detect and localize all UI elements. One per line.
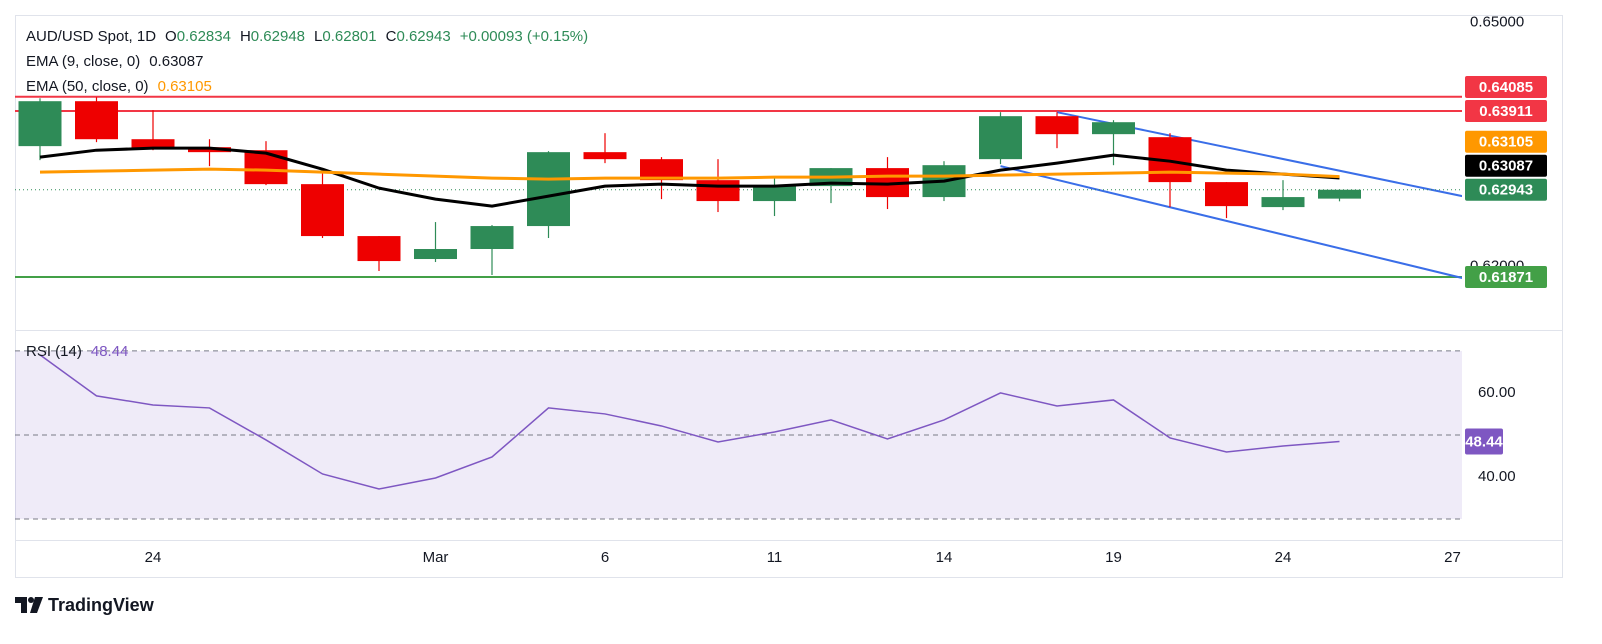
logo-mark <box>30 597 43 613</box>
price-label: 0.64085 <box>1479 79 1533 96</box>
x-tick-label: 24 <box>145 549 162 566</box>
candle-body <box>640 159 683 181</box>
ohlc-key: C <box>386 28 397 45</box>
brand-logo: TradingView <box>15 595 155 615</box>
low-value: 0.62801 <box>322 28 376 45</box>
x-tick-label: Mar <box>423 549 449 566</box>
candle-body <box>696 180 740 202</box>
rsi-line <box>39 354 1340 490</box>
candle-body <box>583 152 627 160</box>
rsi-label: 48.44 <box>1465 433 1503 450</box>
price-label-bg <box>1465 178 1547 201</box>
logo-mark <box>15 597 27 613</box>
legend-value: 48.44 <box>91 343 129 360</box>
symbol: AUD/USD Spot, 1D <box>26 28 156 45</box>
legend-name: EMA (9, close, 0) <box>26 53 140 70</box>
rsi-pane <box>15 350 1462 520</box>
y-tick-label: 0.65000 <box>1470 13 1524 30</box>
candle-body <box>301 184 344 237</box>
x-tick-label: 6 <box>601 549 609 566</box>
candle-body <box>470 226 514 250</box>
price-label-bg <box>1465 99 1547 122</box>
price-label: 0.61871 <box>1479 269 1533 286</box>
ema50-legend: EMA (50, close, 0) 0.63105 <box>26 78 212 95</box>
candle-body <box>1261 197 1305 208</box>
price-label-bg <box>1465 154 1547 177</box>
candle-body <box>357 236 401 262</box>
chart-frame <box>15 15 1563 578</box>
close-value: 0.62943 <box>396 28 450 45</box>
candle-body <box>18 101 62 147</box>
price-label: 0.62943 <box>1479 182 1533 199</box>
high-value: 0.62948 <box>251 28 305 45</box>
ohlc-key: H <box>240 28 251 45</box>
logo-mark <box>28 597 34 603</box>
x-tick-label: 11 <box>767 549 783 566</box>
x-tick-label: 19 <box>1105 549 1122 566</box>
candle-body <box>527 152 570 227</box>
ema-line <box>39 146 1340 208</box>
brand-name: TradingView <box>48 595 155 615</box>
candle-body <box>1318 189 1361 199</box>
price-label: 0.63105 <box>1479 134 1533 151</box>
ohlc-key: L <box>314 28 322 45</box>
candle-body <box>414 249 457 260</box>
front-layer: 24 Mar 6 11 14 19 24 27 0.63087 0.63105 0.63911 0.6… <box>145 75 1547 566</box>
ohlc-key: O <box>165 28 177 45</box>
legend-name: EMA (50, close, 0) <box>26 78 149 95</box>
candle-body <box>1092 122 1135 135</box>
price-pane <box>15 95 1462 279</box>
change-value: +0.00093 (+0.15%) <box>460 28 588 45</box>
price-label-bg <box>1465 75 1547 98</box>
y-tick-label: 40.00 <box>1478 468 1516 485</box>
rsi-label-bg <box>1465 428 1503 455</box>
price-label: 0.63087 <box>1479 158 1533 175</box>
legend-value: 0.63105 <box>158 78 212 95</box>
rsi-legend: RSI (14) 48.44 <box>26 343 128 360</box>
price-label: 0.63911 <box>1479 103 1532 120</box>
legend-name: RSI (14) <box>26 343 82 360</box>
header-ohlc: AUD/USD Spot, 1D O0.62834 H0.62948 L0.62801… <box>26 28 588 45</box>
candle-body <box>753 186 796 202</box>
candle-body <box>1205 182 1248 207</box>
x-tick-label: 14 <box>936 549 953 566</box>
legend-value: 0.63087 <box>149 53 203 70</box>
open-value: 0.62834 <box>177 28 231 45</box>
candle-body <box>1035 116 1079 135</box>
candle-body <box>979 116 1022 160</box>
price-label-bg <box>1465 130 1547 153</box>
x-tick-label: 27 <box>1444 549 1461 566</box>
y-tick-label: 60.00 <box>1478 384 1516 401</box>
trendline <box>1000 165 1462 279</box>
candle-body <box>75 101 118 140</box>
x-tick-label: 24 <box>1275 549 1292 566</box>
candle-body <box>188 147 231 153</box>
candle-body <box>131 139 175 149</box>
ema9-legend: EMA (9, close, 0) 0.63087 <box>26 53 203 70</box>
candle-body <box>244 150 288 185</box>
price-label-bg <box>1465 266 1547 289</box>
ema-line <box>39 167 1340 181</box>
